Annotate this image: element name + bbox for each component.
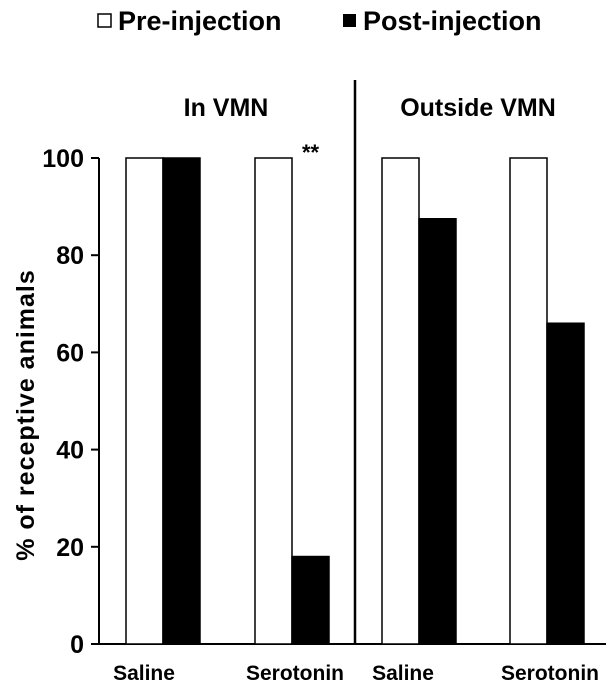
y-tick-label: 100 [42, 145, 84, 173]
x-category-label: Serotonin [246, 662, 344, 685]
y-tick-label: 60 [56, 339, 84, 367]
bar-pre-saline-panel2 [381, 157, 420, 645]
y-tick-label: 20 [56, 534, 84, 562]
bar-post-serotonin-panel1 [291, 555, 330, 645]
bars: ** [125, 140, 585, 645]
bar-post-saline-panel2 [418, 218, 457, 645]
significance-annotation: ** [302, 140, 320, 165]
legend: Pre-injection Post-injection [97, 6, 542, 36]
x-category-label: Saline [113, 662, 175, 685]
y-ticks: 0 20 40 60 80 100 [42, 145, 99, 659]
legend-swatch-post-injection [343, 14, 356, 27]
y-tick-label: 40 [56, 437, 84, 465]
legend-label-post-injection: Post-injection [363, 6, 542, 36]
y-tick-label: 80 [56, 242, 84, 270]
x-category-label: Saline [372, 662, 434, 685]
bar-post-serotonin-panel2 [546, 322, 585, 645]
bar-pre-serotonin-panel2 [509, 157, 548, 645]
category-labels: Saline Serotonin Saline Serotonin [113, 662, 599, 685]
panel-title-in-vmn: In VMN [184, 94, 269, 122]
y-tick-label: 0 [70, 631, 84, 659]
panel-title-outside-vmn: Outside VMN [400, 94, 556, 122]
x-category-label: Serotonin [501, 662, 599, 685]
y-axis-title: % of receptive animals [12, 269, 40, 561]
bar-pre-saline-panel1 [125, 157, 164, 645]
legend-label-pre-injection: Pre-injection [118, 6, 282, 36]
legend-swatch-pre-injection [97, 13, 112, 28]
bar-post-saline-panel1 [162, 157, 201, 645]
bar-pre-serotonin-panel1 [254, 157, 293, 645]
